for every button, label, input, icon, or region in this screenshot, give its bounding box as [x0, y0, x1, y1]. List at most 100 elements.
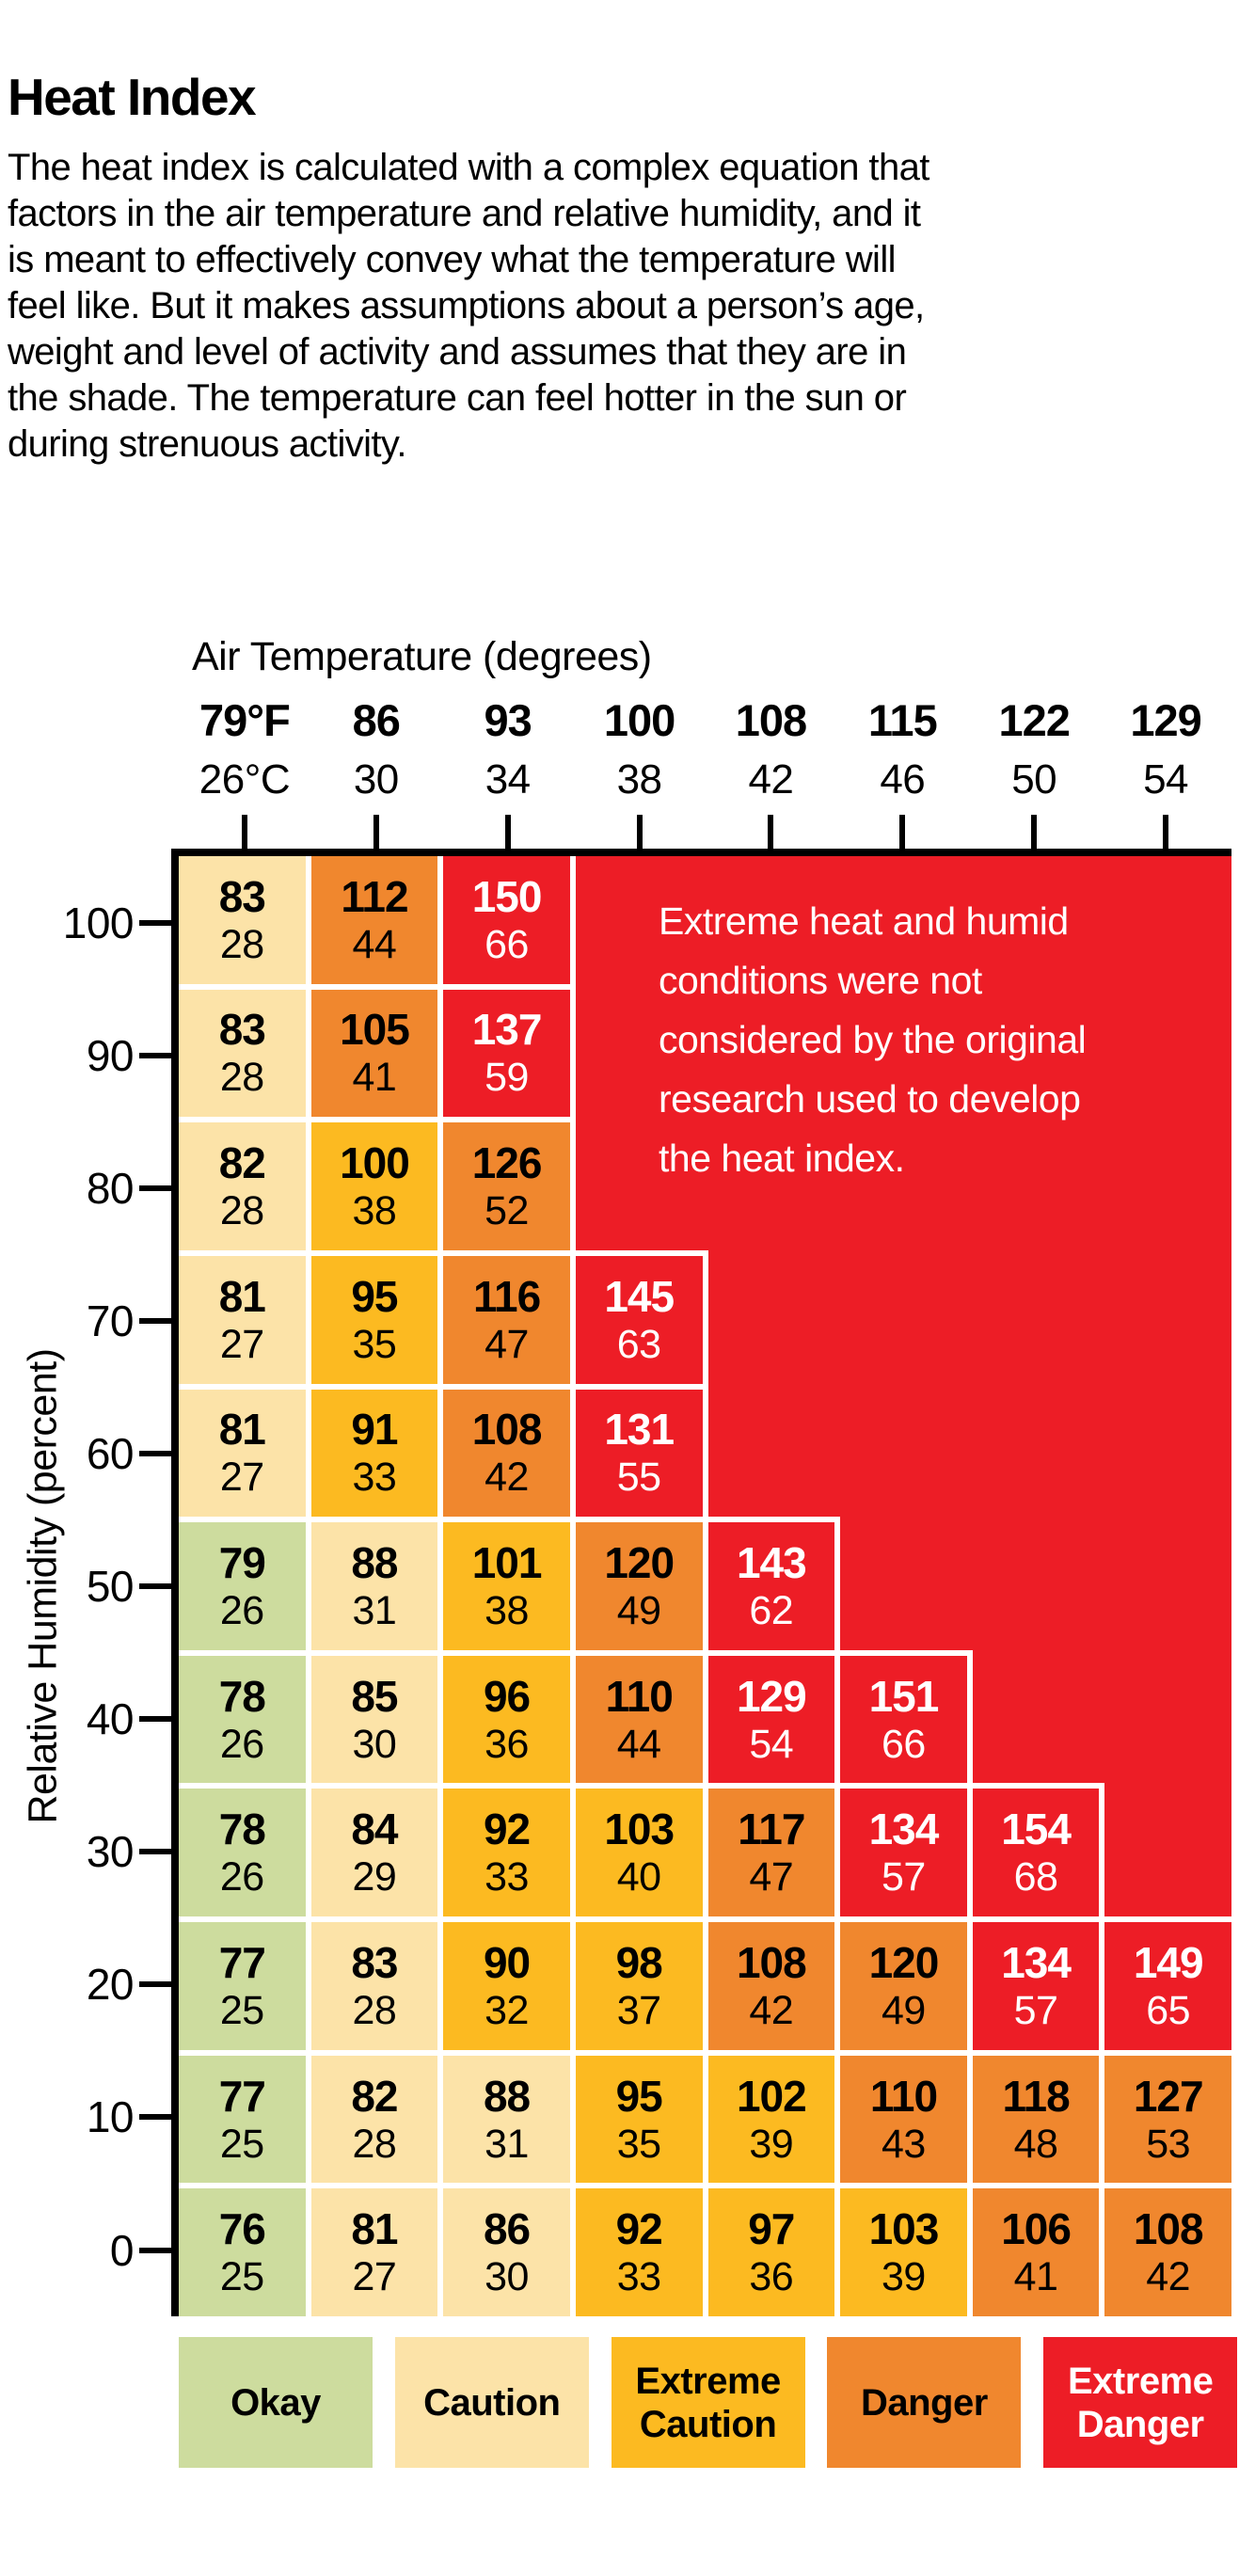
x-axis-tick-mark — [1031, 815, 1038, 850]
cell-fahrenheit-value: 131 — [604, 1405, 675, 1455]
cell-fahrenheit-value: 76 — [218, 2204, 266, 2254]
heat-cell: 108 42 — [1104, 2188, 1231, 2316]
heat-cell: 118 48 — [972, 2055, 1100, 2184]
x-axis-tick-label-c: 30 — [353, 756, 399, 803]
heat-cell: 110 43 — [840, 2055, 967, 2184]
cell-celsius-value: 66 — [485, 921, 529, 967]
red-region-note: Extreme heat and humid conditions were n… — [659, 899, 1087, 1180]
cell-celsius-value: 41 — [1013, 2254, 1058, 2300]
cell-celsius-value: 49 — [882, 1987, 926, 2033]
red-region-cell — [1099, 1649, 1231, 1784]
heat-cell: 88 31 — [443, 2055, 570, 2184]
y-axis-tick-label: 30 — [86, 1827, 135, 1877]
red-region-cell — [834, 856, 967, 984]
x-axis-tick-label-f: 122 — [998, 695, 1070, 745]
heat-cell: 108 42 — [443, 1389, 570, 1518]
cell-fahrenheit-value: 103 — [604, 1805, 675, 1854]
cell-celsius-value: 28 — [219, 921, 264, 967]
red-region-cell — [1099, 1517, 1231, 1650]
cell-celsius-value: 42 — [485, 1455, 529, 1501]
heat-cell: 83 28 — [179, 989, 306, 1118]
y-axis-tick-mark — [139, 2114, 171, 2121]
cell-celsius-value: 42 — [749, 1987, 794, 2033]
red-region-cell — [1099, 983, 1231, 1118]
x-axis-tick-mark — [768, 815, 774, 850]
heat-cell: 145 63 — [575, 1255, 703, 1384]
x-axis-tick-label-f: 115 — [867, 695, 938, 745]
x-axis-fahrenheit-labels: 79°F 86 93 100 108 115 122 129 — [0, 694, 1255, 749]
cell-fahrenheit-value: 102 — [736, 2071, 807, 2121]
x-axis-tick-mark — [636, 815, 643, 850]
cell-fahrenheit-value: 90 — [483, 1937, 531, 1987]
cell-fahrenheit-value: 78 — [218, 1671, 266, 1721]
legend-item-extreme_caution: Extreme Caution — [611, 2337, 805, 2468]
cell-fahrenheit-value: 88 — [483, 2071, 531, 2121]
cell-celsius-value: 44 — [352, 921, 397, 967]
cell-celsius-value: 31 — [352, 1587, 397, 1633]
y-axis-tick-mark — [139, 1716, 171, 1723]
heat-cell: 129 54 — [707, 1655, 835, 1784]
heat-cell: 102 39 — [707, 2055, 835, 2184]
y-axis-tick-mark — [139, 1583, 171, 1590]
y-axis-tick-mark — [139, 1849, 171, 1855]
heat-cell: 77 25 — [179, 2055, 306, 2184]
cell-celsius-value: 38 — [485, 1587, 529, 1633]
cell-fahrenheit-value: 84 — [351, 1805, 398, 1854]
cell-celsius-value: 52 — [485, 1188, 529, 1234]
cell-celsius-value: 57 — [882, 1854, 926, 1900]
red-region-cell — [834, 983, 967, 1118]
red-region-cell — [834, 1383, 967, 1518]
cell-celsius-value: 40 — [616, 1854, 661, 1900]
intro-text: The heat index is calculated with a comp… — [8, 147, 929, 465]
x-axis-tick-mark — [1163, 815, 1169, 850]
cell-fahrenheit-value: 134 — [868, 1805, 940, 1854]
red-region-cell — [702, 856, 835, 984]
x-axis-tick-mark — [899, 815, 906, 850]
y-axis-tick-mark — [139, 1052, 171, 1058]
heat-cell: 131 55 — [575, 1389, 703, 1518]
heat-cell: 127 53 — [1104, 2055, 1231, 2184]
red-region-cell — [972, 1649, 1100, 1784]
cell-fahrenheit-value: 101 — [471, 1537, 543, 1587]
y-axis-tick-mark — [139, 919, 171, 926]
x-axis-tick-label-c: 26°C — [199, 756, 291, 803]
red-region-cell — [575, 983, 703, 1118]
heat-cell: 78 26 — [179, 1655, 306, 1784]
cell-fahrenheit-value: 95 — [615, 2071, 663, 2121]
heat-cell: 82 28 — [310, 2055, 438, 2184]
cell-fahrenheit-value: 103 — [868, 2204, 940, 2254]
cell-fahrenheit-value: 108 — [1133, 2204, 1204, 2254]
heat-cell: 81 27 — [179, 1389, 306, 1518]
heat-cell: 85 30 — [310, 1655, 438, 1784]
heat-cell: 103 40 — [575, 1789, 703, 1917]
cell-fahrenheit-value: 118 — [1002, 2071, 1070, 2121]
y-axis-tick-label: 10 — [86, 2092, 135, 2142]
cell-fahrenheit-value: 81 — [351, 2204, 398, 2254]
x-axis-celsius-labels: 26°C 30 34 38 42 46 50 54 — [0, 756, 1255, 811]
cell-fahrenheit-value: 91 — [351, 1405, 398, 1455]
cell-celsius-value: 27 — [352, 2254, 397, 2300]
legend-item-extreme_danger: Extreme Danger — [1043, 2337, 1238, 2468]
cell-celsius-value: 38 — [352, 1188, 397, 1234]
cell-celsius-value: 33 — [485, 1854, 529, 1900]
cell-fahrenheit-value: 86 — [483, 2204, 531, 2254]
red-region-cell — [1099, 1117, 1231, 1250]
cell-celsius-value: 32 — [485, 1987, 529, 2033]
heat-cell: 120 49 — [840, 1922, 967, 2050]
heat-cell: 106 41 — [972, 2188, 1100, 2316]
cell-fahrenheit-value: 106 — [1001, 2204, 1072, 2254]
heat-cell: 112 44 — [310, 856, 438, 984]
x-axis-tick-label-c: 34 — [485, 756, 531, 803]
heat-cell: 81 27 — [310, 2188, 438, 2316]
cell-fahrenheit-value: 137 — [471, 1005, 543, 1055]
y-axis-tick-label: 60 — [86, 1428, 135, 1478]
cell-fahrenheit-value: 151 — [868, 1671, 940, 1721]
cell-celsius-value: 59 — [485, 1055, 529, 1101]
heat-cell: 76 25 — [179, 2188, 306, 2316]
cell-fahrenheit-value: 82 — [218, 1138, 266, 1188]
cell-fahrenheit-value: 77 — [218, 2071, 266, 2121]
heat-cell: 150 66 — [443, 856, 570, 984]
cell-celsius-value: 42 — [1146, 2254, 1191, 2300]
heat-cell: 79 26 — [179, 1522, 306, 1650]
x-axis-tick-mark — [504, 815, 511, 850]
